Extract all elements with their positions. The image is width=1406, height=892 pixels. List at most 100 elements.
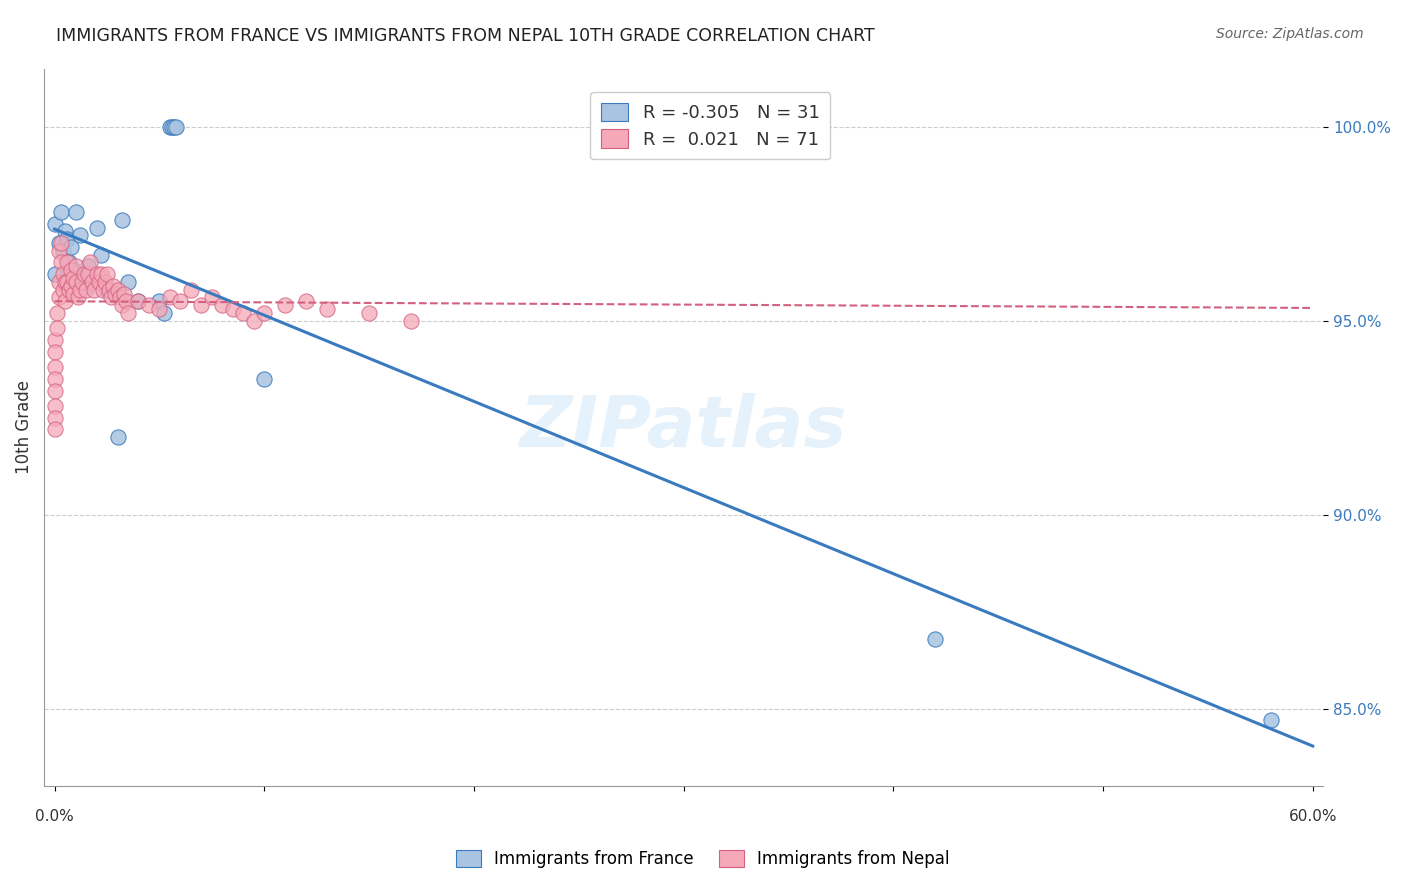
Point [60, 263, 83, 277]
Point [53, 294, 76, 309]
Point [58, 283, 80, 297]
Point [62, 286, 84, 301]
Point [159, 290, 181, 304]
Point [90, 248, 112, 262]
Text: IMMIGRANTS FROM FRANCE VS IMMIGRANTS FROM NEPAL 10TH GRADE CORRELATION CHART: IMMIGRANTS FROM FRANCE VS IMMIGRANTS FRO… [56, 27, 875, 45]
Point [107, 283, 129, 297]
Point [77, 260, 100, 274]
Point [107, 430, 129, 444]
Point [115, 294, 138, 309]
Point [56, 275, 79, 289]
Point [253, 306, 276, 320]
Point [169, 294, 191, 309]
Point [180, 283, 202, 297]
Point [152, 306, 174, 320]
Point [52, 267, 75, 281]
Point [73, 267, 96, 281]
Point [108, 290, 131, 304]
Point [159, 120, 181, 134]
Point [90, 267, 112, 281]
Point [69, 283, 91, 297]
Point [295, 294, 318, 309]
Legend: R = -0.305   N = 31, R =  0.021   N = 71: R = -0.305 N = 31, R = 0.021 N = 71 [591, 92, 831, 160]
Point [58, 255, 80, 269]
Point [96, 283, 118, 297]
Point [117, 306, 139, 320]
Point [112, 286, 135, 301]
Point [77, 267, 100, 281]
Point [48, 244, 70, 258]
Point [148, 294, 170, 309]
Point [104, 286, 127, 301]
Point [117, 275, 139, 289]
Point [65, 275, 87, 289]
Point [138, 298, 160, 312]
Point [274, 298, 297, 312]
Point [48, 290, 70, 304]
Point [53, 224, 76, 238]
Point [86, 220, 108, 235]
Point [49, 255, 72, 269]
Point [44, 410, 66, 425]
Point [56, 232, 79, 246]
Point [60, 240, 83, 254]
Point [44, 399, 66, 413]
Point [60, 278, 83, 293]
Text: 0.0%: 0.0% [35, 809, 75, 824]
Point [75, 283, 97, 297]
Point [253, 372, 276, 386]
Point [62, 263, 84, 277]
Text: 60.0%: 60.0% [1288, 809, 1337, 824]
Point [100, 290, 122, 304]
Point [232, 306, 254, 320]
Point [163, 120, 186, 134]
Point [44, 267, 66, 281]
Point [165, 120, 187, 134]
Point [65, 205, 87, 219]
Point [44, 360, 66, 375]
Point [91, 283, 114, 297]
Point [82, 275, 104, 289]
Point [201, 290, 224, 304]
Point [399, 314, 422, 328]
Point [53, 275, 76, 289]
Point [359, 306, 381, 320]
Point [49, 236, 72, 251]
Point [79, 255, 101, 269]
Point [103, 278, 125, 293]
Point [316, 301, 339, 316]
Point [56, 255, 79, 269]
Point [65, 260, 87, 274]
Point [70, 275, 93, 289]
Point [48, 275, 70, 289]
Point [44, 333, 66, 347]
Point [111, 212, 134, 227]
Point [111, 298, 134, 312]
Point [243, 314, 266, 328]
Point [211, 298, 233, 312]
Point [48, 236, 70, 251]
Point [222, 301, 245, 316]
Point [44, 344, 66, 359]
Point [127, 294, 149, 309]
Point [66, 290, 89, 304]
Point [96, 267, 118, 281]
Text: ZIPatlas: ZIPatlas [520, 392, 848, 462]
Point [44, 372, 66, 386]
Point [190, 298, 212, 312]
Point [52, 283, 75, 297]
Point [148, 301, 170, 316]
Point [75, 278, 97, 293]
Text: Source: ZipAtlas.com: Source: ZipAtlas.com [1216, 27, 1364, 41]
Point [86, 267, 108, 281]
Point [98, 283, 121, 297]
Point [87, 275, 110, 289]
Point [94, 275, 117, 289]
Point [44, 384, 66, 398]
Legend: Immigrants from France, Immigrants from Nepal: Immigrants from France, Immigrants from … [450, 843, 956, 875]
Point [70, 271, 93, 285]
Point [44, 422, 66, 436]
Point [49, 205, 72, 219]
Point [52, 244, 75, 258]
Point [1260, 713, 1282, 727]
